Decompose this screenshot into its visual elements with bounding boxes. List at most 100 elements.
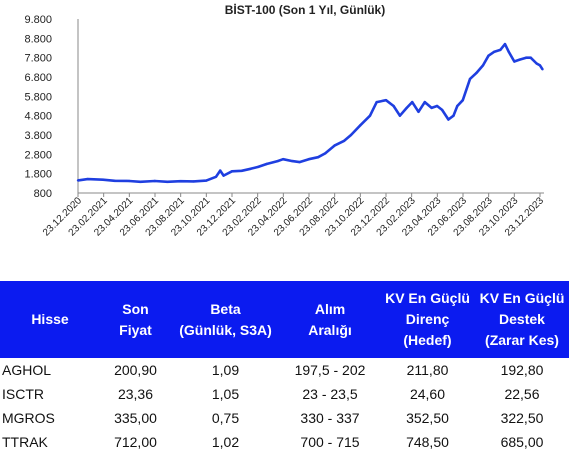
column-header-line: (Zarar Kes) <box>485 332 559 348</box>
data-point <box>430 106 433 110</box>
data-point <box>461 99 464 102</box>
column-header-line: Beta <box>210 300 241 317</box>
y-tick-label: 4.800 <box>24 111 52 123</box>
data-point <box>468 77 472 81</box>
column-header: Hisse <box>0 281 100 358</box>
chart-title: BİST-100 (Son 1 Yıl, Günlük) <box>225 2 385 17</box>
table-cell: 23,36 <box>117 386 154 402</box>
data-point <box>481 64 485 67</box>
data-point <box>249 167 252 170</box>
x-axis: 23.12.202023.02.202123.04.202123.06.2021… <box>41 192 546 239</box>
column-header-line: Destek <box>499 311 545 327</box>
data-point <box>257 165 260 169</box>
data-point <box>368 114 372 117</box>
column-header-line: Fiyat <box>119 321 152 338</box>
stock-table: Hisse Son Fiyat Beta (Günlük, S3A) Alım Aralığ… <box>0 281 569 454</box>
data-point <box>535 62 538 65</box>
data-point <box>487 54 490 57</box>
stock-symbol-cell: AGHOL <box>2 362 52 378</box>
table-cell: 335,00 <box>114 410 157 426</box>
stock-symbol-cell: ISCTR <box>2 386 44 402</box>
table-cell: 0,75 <box>211 410 240 426</box>
data-point <box>503 42 507 46</box>
column-header: KV En Güçlü Destek (Zarar Kes) <box>475 281 569 358</box>
data-point <box>435 104 439 108</box>
data-point <box>307 158 310 161</box>
table-header-row: Hisse Son Fiyat Beta (Günlük, S3A) Alım Aralığ… <box>0 281 569 358</box>
y-axis: 9.800 8.800 7.800 6.800 5.800 4.800 3.800 2.800… <box>24 14 79 200</box>
column-header-line: (Hedef) <box>403 332 452 348</box>
table-cell: 200,90 <box>114 362 157 378</box>
table-cell: 712,00 <box>114 434 157 450</box>
data-point <box>101 178 105 181</box>
column-header: Alım Aralığı <box>280 281 380 358</box>
data-point <box>375 100 378 104</box>
stock-symbol-cell: TTRAK <box>2 434 48 450</box>
data-point <box>524 56 528 59</box>
column-header-line: Aralığı <box>308 321 352 338</box>
data-point <box>276 159 279 163</box>
data-point <box>291 159 294 163</box>
table-cell: 1,02 <box>211 434 240 450</box>
column-header: Son Fiyat <box>100 281 171 358</box>
table-body: AGHOL 200,90 1,09 197,5 - 202 211,80 192,80 IS… <box>0 358 569 454</box>
data-point <box>113 179 116 182</box>
table-cell: 352,50 <box>406 410 449 426</box>
data-point <box>456 104 459 108</box>
data-point <box>324 152 327 155</box>
y-tick-label: 1.800 <box>24 169 52 181</box>
column-header: Beta (Günlük, S3A) <box>171 281 280 358</box>
column-header-line: Alım <box>314 300 346 317</box>
table-cell: 322,50 <box>500 410 544 426</box>
data-point <box>265 162 268 166</box>
data-point <box>139 180 142 183</box>
data-point <box>343 139 346 142</box>
data-point <box>298 160 301 164</box>
data-point <box>405 106 408 110</box>
table-cell: 23 - 23,5 <box>302 386 358 402</box>
table-cell: 748,50 <box>406 434 449 450</box>
bist100-line-chart: BİST-100 (Son 1 Yıl, Günlük) 9.800 8.800 7… <box>24 2 546 239</box>
data-point <box>417 110 420 114</box>
data-point <box>384 99 388 102</box>
y-tick-label: 5.800 <box>24 91 52 103</box>
data-point <box>166 180 169 183</box>
data-point <box>492 50 496 54</box>
column-header-line: KV En Güçlü <box>385 290 470 306</box>
table-cell: 1,05 <box>211 386 240 402</box>
table-row: MGROS 335,00 0,75 330 - 337 352,50 322,50 <box>0 406 569 430</box>
stock-symbol-cell: MGROS <box>2 410 55 426</box>
table-cell: 24,60 <box>409 386 446 402</box>
table-cell: 22,56 <box>504 386 540 402</box>
data-point <box>499 48 502 52</box>
table-cell: 211,80 <box>406 362 449 378</box>
data-point <box>423 100 426 104</box>
column-header-line: (Günlük, S3A) <box>179 321 272 338</box>
y-tick-label: 800 <box>34 188 52 200</box>
table-row: AGHOL 200,90 1,09 197,5 - 202 211,80 192,80 <box>0 358 569 382</box>
bist100-chart: BİST-100 (Son 1 Yıl, Günlük) 9.800 8.800 7… <box>24 2 546 239</box>
table-cell: 1,09 <box>211 362 240 378</box>
data-point <box>222 174 225 177</box>
data-point <box>240 169 243 172</box>
data-point <box>127 179 131 183</box>
y-tick-label: 7.800 <box>24 53 52 65</box>
column-header-line: Son <box>122 300 149 317</box>
table-cell: 330 - 337 <box>300 410 360 426</box>
data-point <box>411 100 414 104</box>
data-point <box>518 58 521 61</box>
data-point <box>333 144 336 147</box>
data-point <box>192 180 195 183</box>
data-point <box>529 56 532 59</box>
table-row: TTRAK 712,00 1,02 700 - 715 748,50 685,00 <box>0 430 569 454</box>
column-header-line: Hisse <box>31 311 69 327</box>
data-point <box>86 177 89 181</box>
y-tick-label: 9.800 <box>24 14 52 26</box>
column-header-line: Direnç <box>405 311 450 327</box>
data-point <box>281 158 285 161</box>
table-cell: 192,80 <box>500 362 544 378</box>
data-point <box>440 108 444 112</box>
y-tick-label: 2.800 <box>24 149 52 161</box>
table-row: ISCTR 23,36 1,05 23 - 23,5 24,60 22,56 <box>0 382 569 406</box>
table-cell: 685,00 <box>500 434 544 450</box>
